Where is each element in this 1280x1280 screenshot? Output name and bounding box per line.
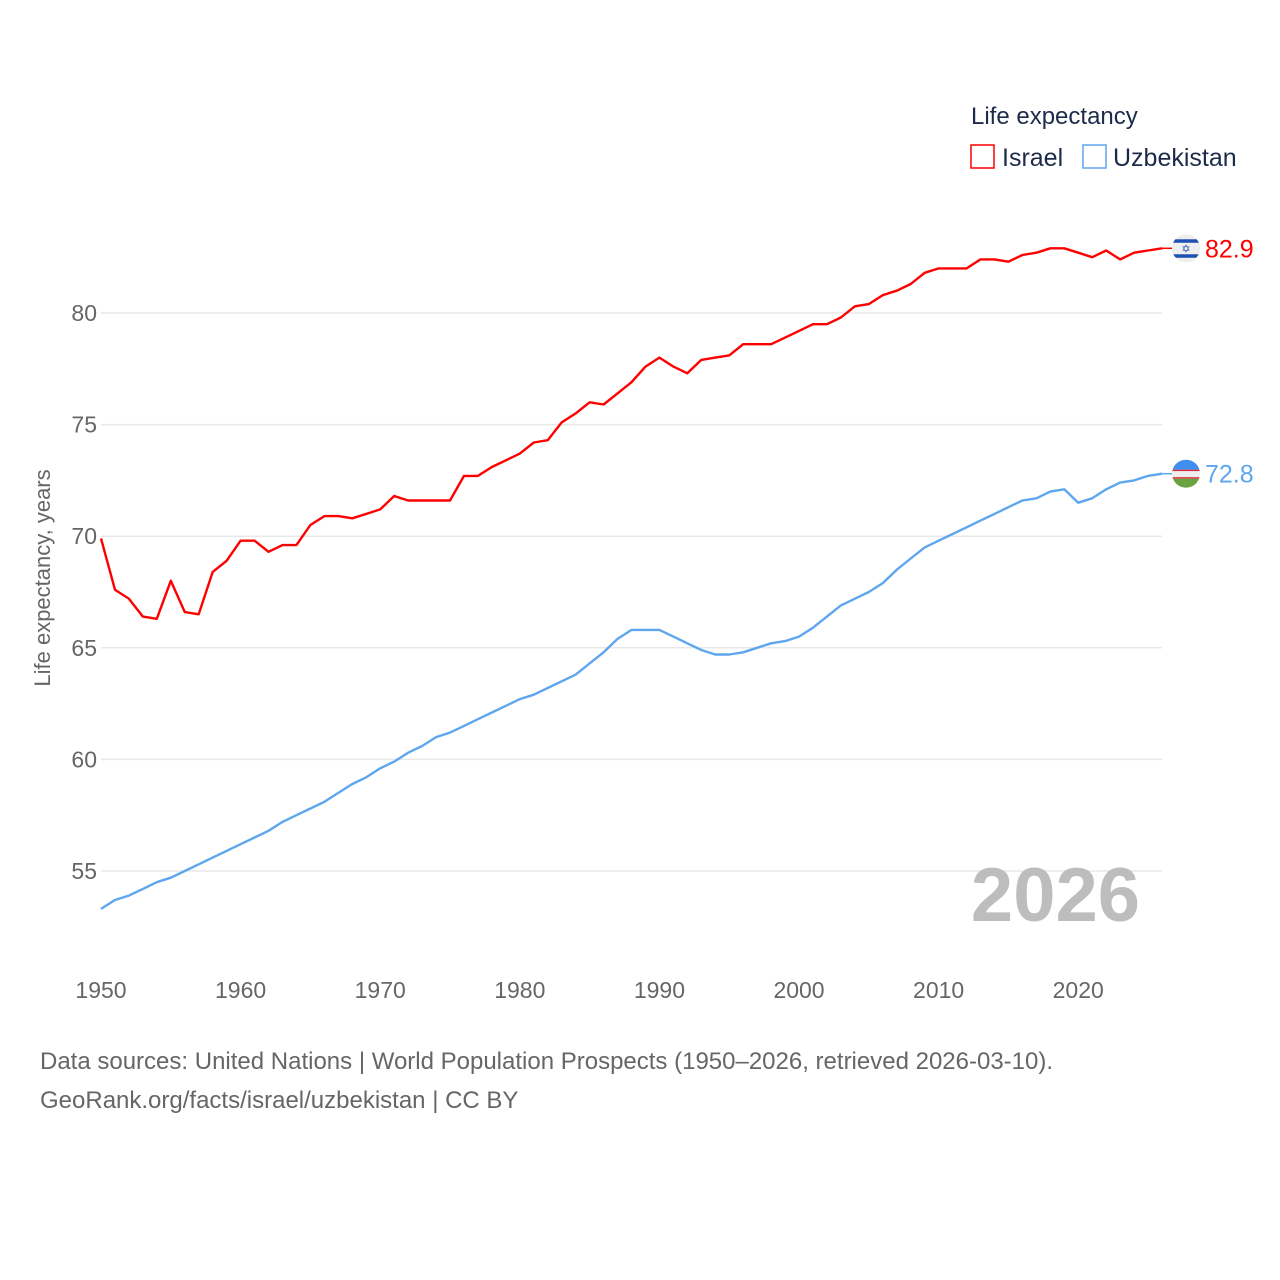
series-lines: [99, 247, 1163, 910]
x-tick-label: 2000: [773, 977, 824, 1003]
y-axis-label: Life expectancy, years: [30, 469, 55, 686]
y-tick-label: 70: [71, 523, 97, 549]
legend-item-uzbekistan[interactable]: Uzbekistan: [1082, 144, 1237, 172]
y-tick-label: 75: [71, 412, 97, 438]
year-label: 2026: [971, 853, 1140, 938]
legend-title: Life expectancy: [971, 103, 1138, 130]
legend-swatch-uzbekistan: [1082, 144, 1107, 169]
footer-attribution-link[interactable]: GeoRank.org/facts/israel/uzbekistan | CC…: [40, 1087, 518, 1114]
y-axis-ticks: 55 60 65 70 75 80: [71, 300, 97, 884]
series-line-uzbekistan: [100, 472, 1163, 910]
israel-flag-icon: ✡: [1172, 234, 1200, 263]
legend-label-israel: Israel: [1002, 144, 1063, 172]
end-value-label-israel: 82.9: [1205, 235, 1254, 263]
y-tick-label: 60: [71, 746, 97, 772]
x-tick-label: 2010: [913, 977, 964, 1003]
svg-text:✡: ✡: [1181, 243, 1190, 255]
x-tick-label: 1970: [355, 977, 406, 1003]
footer-sources: Data sources: United Nations | World Pop…: [40, 1048, 1053, 1075]
gridlines: [101, 312, 1162, 872]
x-tick-label: 2020: [1053, 977, 1104, 1003]
x-tick-label: 1950: [75, 977, 126, 1003]
x-tick-label: 1980: [494, 977, 545, 1003]
y-tick-label: 55: [71, 858, 97, 884]
legend-label-uzbekistan: Uzbekistan: [1113, 144, 1237, 172]
end-value-label-uzbekistan: 72.8: [1205, 461, 1254, 489]
x-axis-ticks: 1950 1960 1970 1980 1990 2000 2010 2020: [75, 977, 1103, 1003]
y-tick-label: 65: [71, 635, 97, 661]
series-line-israel: [99, 247, 1163, 620]
y-tick-label: 80: [71, 300, 97, 326]
legend-swatch-israel: [970, 144, 995, 169]
legend-item-israel[interactable]: Israel: [970, 144, 1063, 172]
end-labels: ✡ 82.9 72.8: [1162, 234, 1254, 489]
uzbekistan-flag-icon: [1172, 459, 1200, 488]
x-tick-label: 1960: [215, 977, 266, 1003]
legend: Life expectancy Israel Uzbekistan: [970, 103, 1237, 172]
x-tick-label: 1990: [634, 977, 685, 1003]
